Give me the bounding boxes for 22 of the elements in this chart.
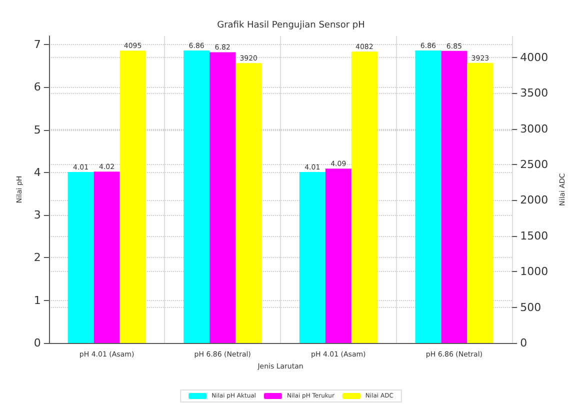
y-tick-label: 7 <box>34 38 41 52</box>
y2-tick-label: 1000 <box>520 265 548 278</box>
y-tick-label: 0 <box>34 336 41 350</box>
y-tick-label: 1 <box>34 294 41 307</box>
y2-tick-label: 0 <box>520 336 528 350</box>
y2-tick-label: 2500 <box>520 158 548 172</box>
y-tick-label: 2 <box>34 251 41 264</box>
y-tick-label: 3 <box>34 208 41 222</box>
y-tick-label: 6 <box>34 80 41 94</box>
chart-title: Grafik Hasil Pengujian Sensor pH <box>217 20 365 30</box>
bar <box>68 172 94 343</box>
y-tick-label: 4 <box>34 166 41 179</box>
y2-tick-label: 500 <box>520 300 542 314</box>
y2-tick-label: 3000 <box>520 122 548 136</box>
y2-tick-label: 2000 <box>520 194 548 207</box>
bar <box>415 50 442 343</box>
bar <box>299 172 326 343</box>
y2-tick-label: 4000 <box>520 50 548 64</box>
y-tick-label: 5 <box>34 123 41 136</box>
y2-tick-label: 3500 <box>520 86 548 100</box>
bar <box>184 50 210 343</box>
y2-tick-label: 1500 <box>520 229 548 242</box>
